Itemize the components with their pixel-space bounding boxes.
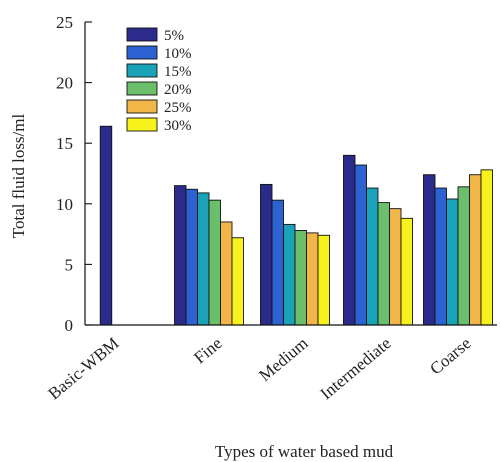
bar-coarse-30pct (480, 169, 493, 326)
plot-area (99, 125, 493, 326)
bar-coarse-20pct (457, 186, 470, 326)
x-category-label: Fine (190, 334, 225, 368)
x-category-label: Medium (255, 334, 311, 386)
y-ticks: 0 5 10 15 20 25 (56, 13, 92, 335)
legend-label: 5% (164, 28, 184, 44)
y-tick-label: 10 (56, 195, 73, 214)
legend: 5% 10% 15% 20% 25% 30% (126, 27, 192, 134)
legend-label: 20% (164, 82, 192, 98)
legend-swatch (126, 45, 158, 60)
legend-swatch (126, 99, 158, 114)
x-axis-title: Types of water based mud (215, 442, 394, 461)
bar-medium-25pct (306, 232, 319, 326)
y-axis-title: Total fluid loss/ml (9, 114, 28, 239)
bar-intermediate-10pct (354, 164, 367, 326)
bar-intermediate-15pct (366, 187, 379, 326)
x-category-label: Coarse (426, 334, 474, 379)
bar-intermediate-20pct (377, 202, 390, 326)
bar-medium-5pct (260, 183, 273, 326)
legend-label: 30% (164, 118, 192, 134)
legend-label: 25% (164, 100, 192, 116)
bar-medium-15pct (283, 223, 296, 326)
legend-label: 10% (164, 46, 192, 62)
legend-swatch (126, 27, 158, 42)
bar-fine-25pct (220, 221, 233, 326)
legend-swatch (126, 63, 158, 78)
bar-intermediate-25pct (389, 208, 402, 326)
legend-swatch (126, 117, 158, 132)
bar-fine-15pct (197, 192, 210, 326)
bar-medium-10pct (271, 199, 284, 326)
bar-basic-wbm-5pct (99, 125, 113, 326)
y-tick-label: 25 (56, 13, 73, 32)
bar-coarse-10pct (434, 187, 447, 326)
legend-label: 15% (164, 64, 192, 80)
y-tick-label: 0 (65, 316, 74, 335)
bar-intermediate-30pct (400, 217, 413, 326)
bar-medium-20pct (294, 230, 307, 326)
bar-coarse-5pct (423, 174, 436, 326)
bar-fine-5pct (174, 185, 187, 326)
bar-intermediate-5pct (343, 154, 356, 326)
y-tick-label: 20 (56, 74, 73, 93)
bar-medium-30pct (317, 234, 330, 326)
axes (84, 22, 497, 326)
x-category-labels: Basic-WBM Fine Medium Intermediate Coarse (45, 334, 475, 404)
legend-swatch (126, 81, 158, 96)
bar-fine-20pct (208, 199, 221, 326)
x-category-label: Basic-WBM (45, 334, 123, 404)
bar-coarse-25pct (469, 174, 482, 326)
y-tick-label: 5 (65, 255, 74, 274)
bar-coarse-15pct (446, 198, 459, 326)
bar-fine-10pct (185, 188, 198, 326)
bar-fine-30pct (231, 237, 244, 326)
y-tick-label: 15 (56, 134, 73, 153)
x-category-label: Intermediate (317, 334, 395, 404)
